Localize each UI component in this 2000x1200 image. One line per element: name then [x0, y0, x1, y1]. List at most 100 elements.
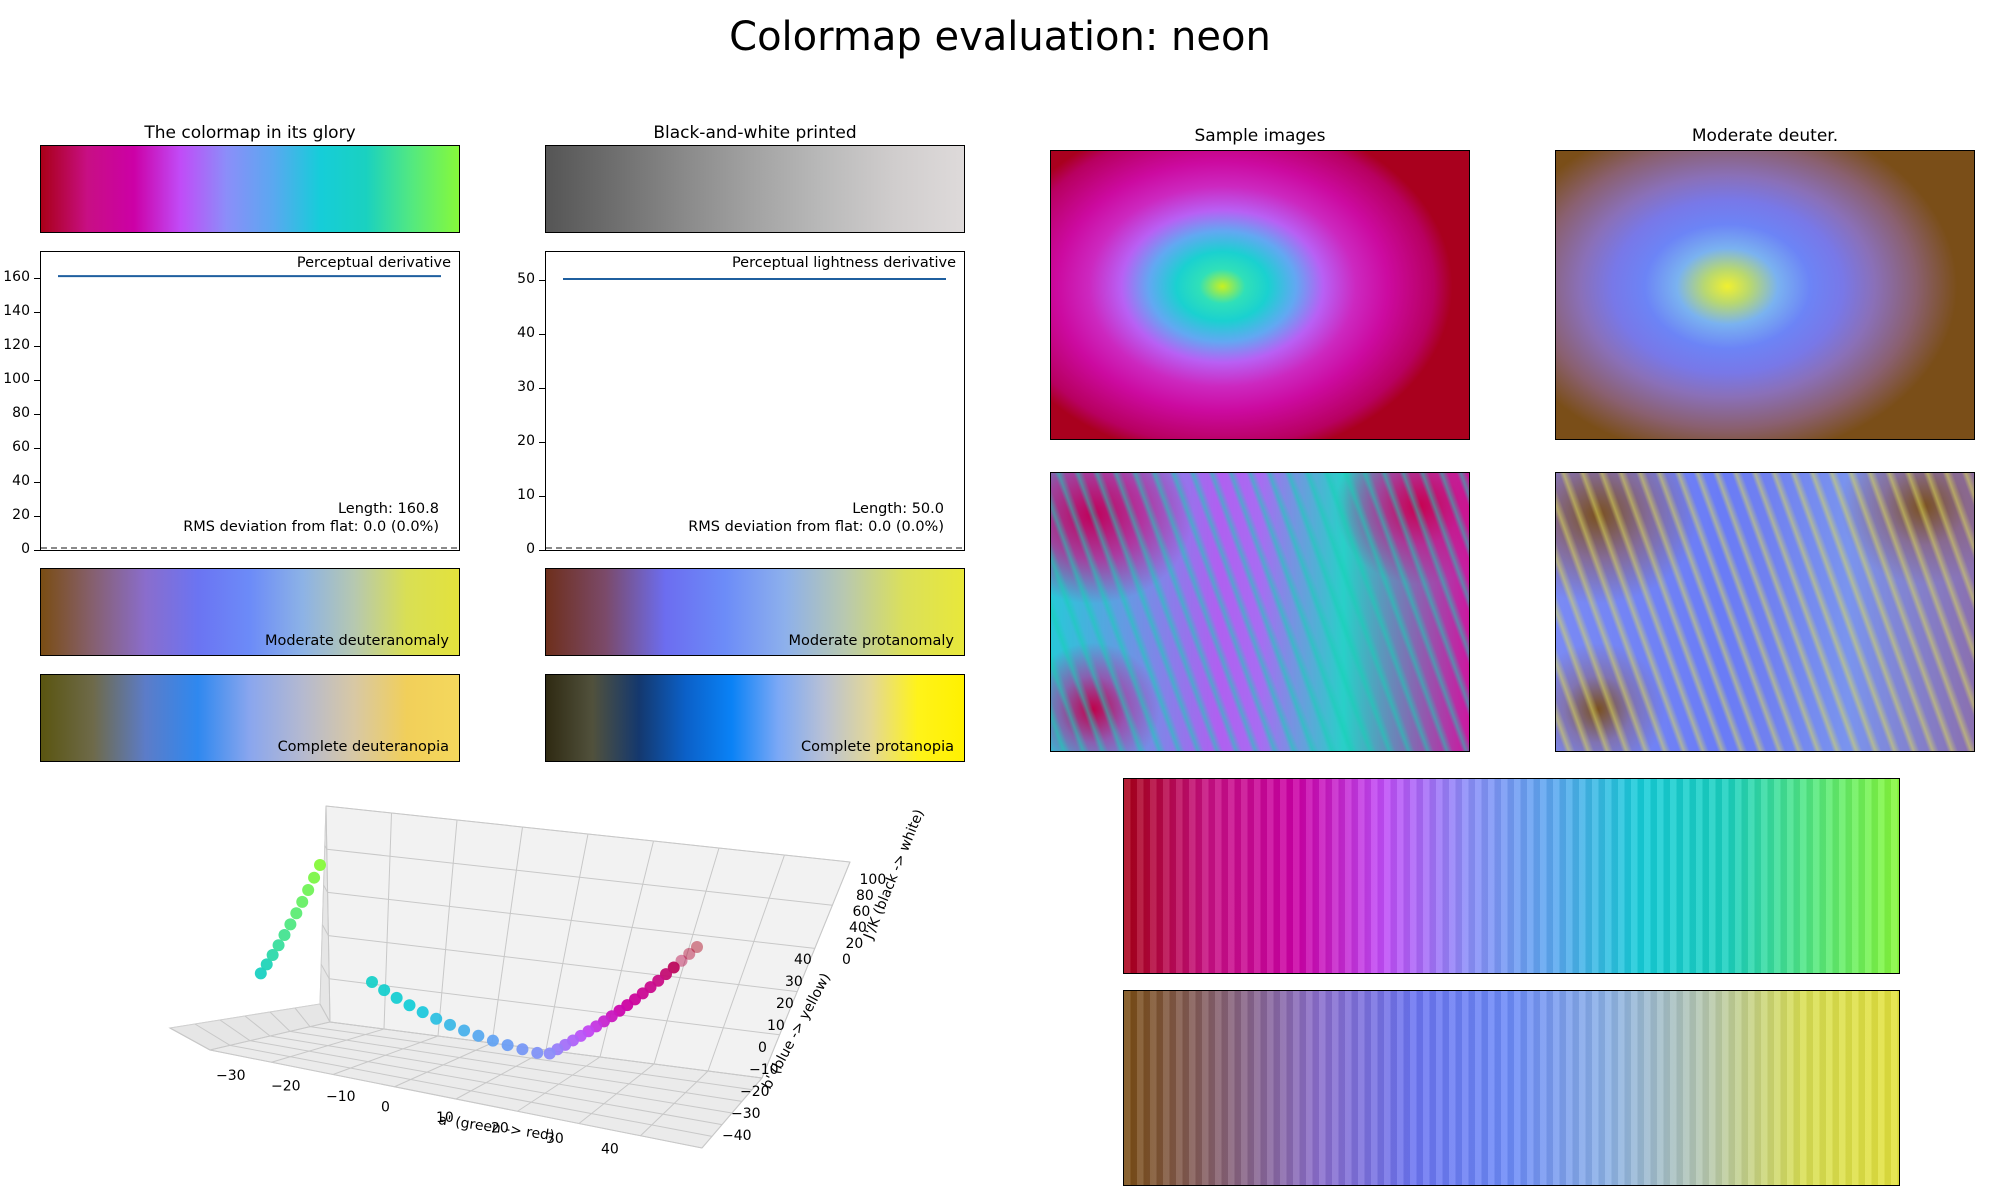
y-tick-mark — [539, 333, 545, 335]
tick-label: 40 — [601, 1142, 619, 1158]
bw-bar — [545, 145, 965, 233]
light-rms: RMS deviation from flat: 0.0 (0.0%) — [688, 519, 944, 535]
y-tick-mark — [34, 447, 40, 449]
y-ticks: −40 −30 −20 −10 010 20 30 40 — [722, 952, 812, 1144]
gridline — [229, 1044, 713, 1137]
trajectory-point — [290, 907, 303, 920]
deut-label: Moderate deuteranomaly — [264, 633, 449, 649]
y-tick-mark — [539, 279, 545, 281]
y-tick-label: 30 — [517, 378, 535, 395]
deutc-label: Complete deuteranopia — [277, 739, 449, 755]
gridline — [491, 826, 523, 1044]
x-ticks: −30 −20 −10 0 10 20 30 40 — [216, 1068, 619, 1158]
y-tick-label: 80 — [12, 404, 30, 421]
y-tick-mark — [34, 515, 40, 517]
glory-title: The colormap in its glory — [144, 123, 356, 143]
tick-label: −30 — [731, 1106, 761, 1122]
prot-label: Moderate protanomaly — [788, 633, 954, 649]
bw-title: Black-and-white printed — [653, 123, 857, 143]
trajectory-point — [531, 1046, 544, 1059]
gridline — [169, 1027, 211, 1051]
lightness-derivative-svg — [546, 278, 963, 549]
tick-label: 20 — [776, 996, 794, 1012]
trajectory-point — [430, 1012, 443, 1025]
sample-image-2 — [1050, 472, 1470, 752]
y-tick-mark — [34, 379, 40, 381]
gridline — [269, 1035, 733, 1114]
trajectory-point — [416, 1006, 429, 1019]
gridline — [326, 848, 833, 906]
tick-label: −40 — [722, 1128, 752, 1144]
y-tick-label: 0 — [21, 540, 30, 557]
y-tick-label: 40 — [12, 472, 30, 489]
trajectory-point — [403, 999, 416, 1012]
trajectory-point — [543, 1047, 556, 1060]
protanomaly-bar: Moderate protanomaly — [545, 568, 965, 656]
protc-label: Complete protanopia — [801, 739, 954, 755]
tick-label: −10 — [326, 1089, 356, 1105]
y-tick-label: 120 — [3, 336, 30, 353]
y-tick-mark — [34, 413, 40, 415]
colormap-trajectory — [254, 859, 703, 1060]
samples-title: Sample images — [1194, 126, 1326, 146]
trajectory-point — [314, 859, 326, 871]
deuteranopia-bar: Complete deuteranopia — [40, 674, 460, 762]
trajectory-point — [378, 984, 391, 997]
tick-label: 20 — [491, 1121, 509, 1137]
sample-image-2-deuter — [1555, 472, 1975, 752]
perceptual-derivative-svg — [41, 275, 458, 549]
tick-label: 10 — [436, 1110, 454, 1126]
trajectory-point — [472, 1029, 485, 1042]
y-tick-mark — [34, 277, 40, 279]
trajectory-point — [296, 895, 309, 908]
gridline — [321, 924, 329, 936]
trajectory-point — [272, 939, 285, 952]
gridline — [219, 1019, 251, 1042]
gridline — [244, 1015, 271, 1037]
gridline — [325, 805, 331, 1023]
trajectory-point — [284, 918, 297, 931]
trajectory-point — [443, 1018, 456, 1031]
y-tick-label: 50 — [517, 270, 535, 287]
gridline — [328, 935, 798, 993]
tick-label: −10 — [749, 1062, 779, 1078]
protanopia-bar: Complete protanopia — [545, 674, 965, 762]
gridline — [707, 854, 785, 1072]
y-tick-mark — [539, 495, 545, 497]
tick-label: 80 — [856, 888, 874, 904]
trajectory-point — [501, 1039, 514, 1052]
y-tick-label: 100 — [3, 370, 30, 387]
trajectory-point — [308, 871, 321, 884]
trajectory-point — [302, 883, 315, 896]
figure-title: Colormap evaluation: neon — [729, 14, 1271, 60]
sample-image-1 — [1050, 150, 1470, 440]
gridline — [545, 833, 589, 1051]
perc-label: Perceptual derivative — [296, 255, 451, 271]
y-tick-mark — [34, 345, 40, 347]
y-tick-label: 20 — [12, 506, 30, 523]
perceptual-derivative-plot: Perceptual derivative Length: 160.8 RMS … — [40, 251, 460, 551]
trajectory-point — [458, 1024, 471, 1037]
tick-label: −20 — [271, 1079, 301, 1095]
striped-deuter-bar — [1123, 990, 1900, 1186]
tick-label: 40 — [849, 920, 867, 936]
perc-length: Length: 160.8 — [337, 501, 439, 517]
trajectory-point — [486, 1034, 499, 1047]
gridline — [761, 861, 851, 1079]
gridline — [249, 1040, 723, 1126]
y-tick-label: 160 — [3, 268, 30, 285]
tick-label: 0 — [758, 1040, 767, 1056]
tick-label: 100 — [860, 872, 887, 888]
trajectory-point — [366, 975, 379, 988]
y-tick-mark — [34, 481, 40, 483]
y-tick-label: 20 — [517, 432, 535, 449]
tick-label: −20 — [740, 1084, 770, 1100]
y-tick-mark — [34, 549, 40, 551]
lightness-derivative-plot: Perceptual lightness derivative Length: … — [545, 251, 965, 551]
gridline — [269, 1011, 291, 1032]
sample-image-1-deuter — [1555, 150, 1975, 440]
striped-colormap-bar — [1123, 778, 1900, 974]
gridline — [327, 891, 815, 949]
tick-label: 10 — [767, 1018, 785, 1034]
